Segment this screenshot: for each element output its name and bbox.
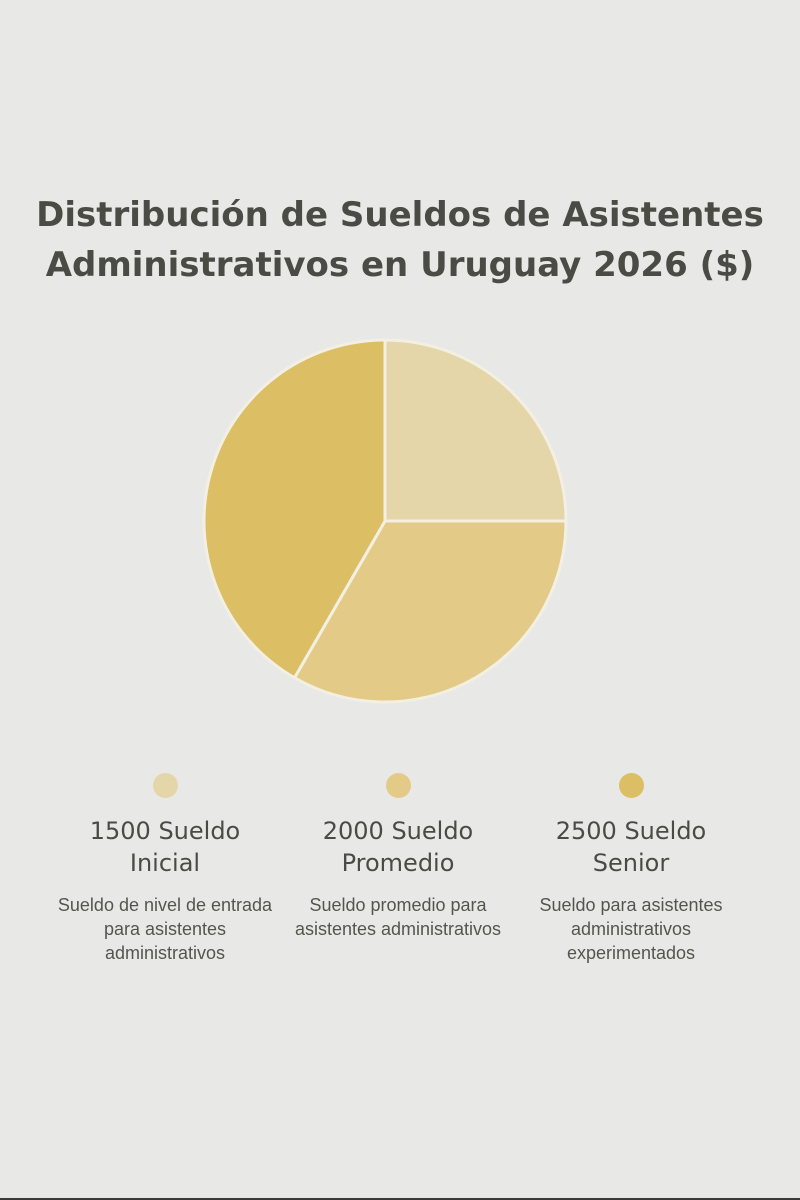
legend-dot-sueldo-senior	[618, 773, 644, 798]
legend-description-sueldo-senior: Sueldo para asistentes administrativos e…	[539, 895, 723, 963]
chart-title-line-1: Distribución de Sueldos de Asistentes	[36, 195, 764, 235]
legend-dot-sueldo-promedio	[385, 773, 411, 798]
legend-label-line: Inicial	[129, 849, 201, 877]
bottom-border	[0, 1198, 800, 1200]
legend-item-sueldo-senior: 2500 Sueldo Senior Sueldo para asistente…	[511, 773, 751, 965]
legend-label-line: 1500 Sueldo	[89, 817, 241, 845]
legend-label-sueldo-promedio: 2000 Sueldo Promedio	[278, 815, 518, 879]
legend-item-sueldo-inicial: 1500 Sueldo Inicial Sueldo de nivel de e…	[45, 773, 285, 965]
chart-title-line-2: Administrativos en Uruguay 2026 ($)	[45, 245, 755, 285]
pie-slice-sueldo-promedio	[293, 519, 568, 704]
legend-item-sueldo-promedio: 2000 Sueldo Promedio Sueldo promedio par…	[278, 773, 518, 941]
legend-label-sueldo-inicial: 1500 Sueldo Inicial	[45, 815, 285, 879]
legend-dot-sueldo-inicial	[152, 773, 178, 798]
legend-label-line: 2500 Sueldo	[555, 817, 707, 845]
legend-label-line: Promedio	[341, 849, 455, 877]
legend-description-sueldo-inicial: Sueldo de nivel de entrada para asistent…	[57, 895, 273, 963]
pie-slice-sueldo-inicial	[383, 338, 568, 523]
pie-slices	[202, 338, 568, 704]
legend-label-sueldo-senior: 2500 Sueldo Senior	[511, 815, 751, 879]
legend-label-line: 2000 Sueldo	[322, 817, 474, 845]
legend-label-line: Senior	[592, 849, 670, 877]
legend-description-sueldo-promedio: Sueldo promedio para asistentes administ…	[294, 895, 502, 939]
chart-title: Distribución de Sueldos de Asistentes Ad…	[0, 190, 800, 290]
pie-slice-sueldo-senior	[202, 338, 387, 680]
